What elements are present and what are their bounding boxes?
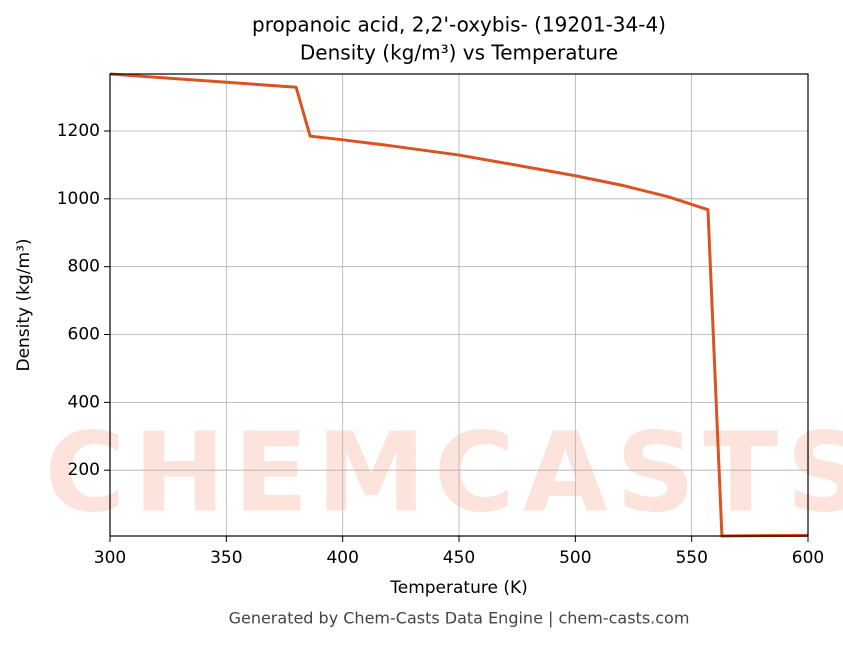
x-tick-label: 500 (559, 548, 591, 568)
y-tick-label: 1200 (57, 121, 100, 141)
plot-frame (109, 73, 809, 537)
x-tick-label: 400 (326, 548, 358, 568)
x-tick-label: 450 (443, 548, 475, 568)
x-tick-label: 550 (675, 548, 707, 568)
y-tick-label: 400 (68, 392, 100, 412)
footer: Generated by Chem-Casts Data Engine | ch… (229, 609, 690, 628)
x-axis-label: Temperature (K) (389, 578, 528, 598)
y-tick-label: 600 (68, 325, 100, 345)
y-tick-label: 800 (68, 257, 100, 277)
y-axis-label: Density (kg/m³) (14, 238, 34, 371)
x-tick-label: 600 (792, 548, 824, 568)
watermark: CHEMCASTS (45, 408, 843, 536)
data-line (109, 72, 809, 538)
y-tick-label: 1000 (57, 189, 100, 209)
y-tick-label: 200 (68, 460, 100, 480)
x-tick-label: 350 (210, 548, 242, 568)
chart-title: propanoic acid, 2,2'-oxybis- (19201-34-4… (252, 13, 666, 37)
x-tick-label: 300 (94, 548, 126, 568)
chart-subtitle: Density (kg/m³) vs Temperature (300, 41, 618, 65)
